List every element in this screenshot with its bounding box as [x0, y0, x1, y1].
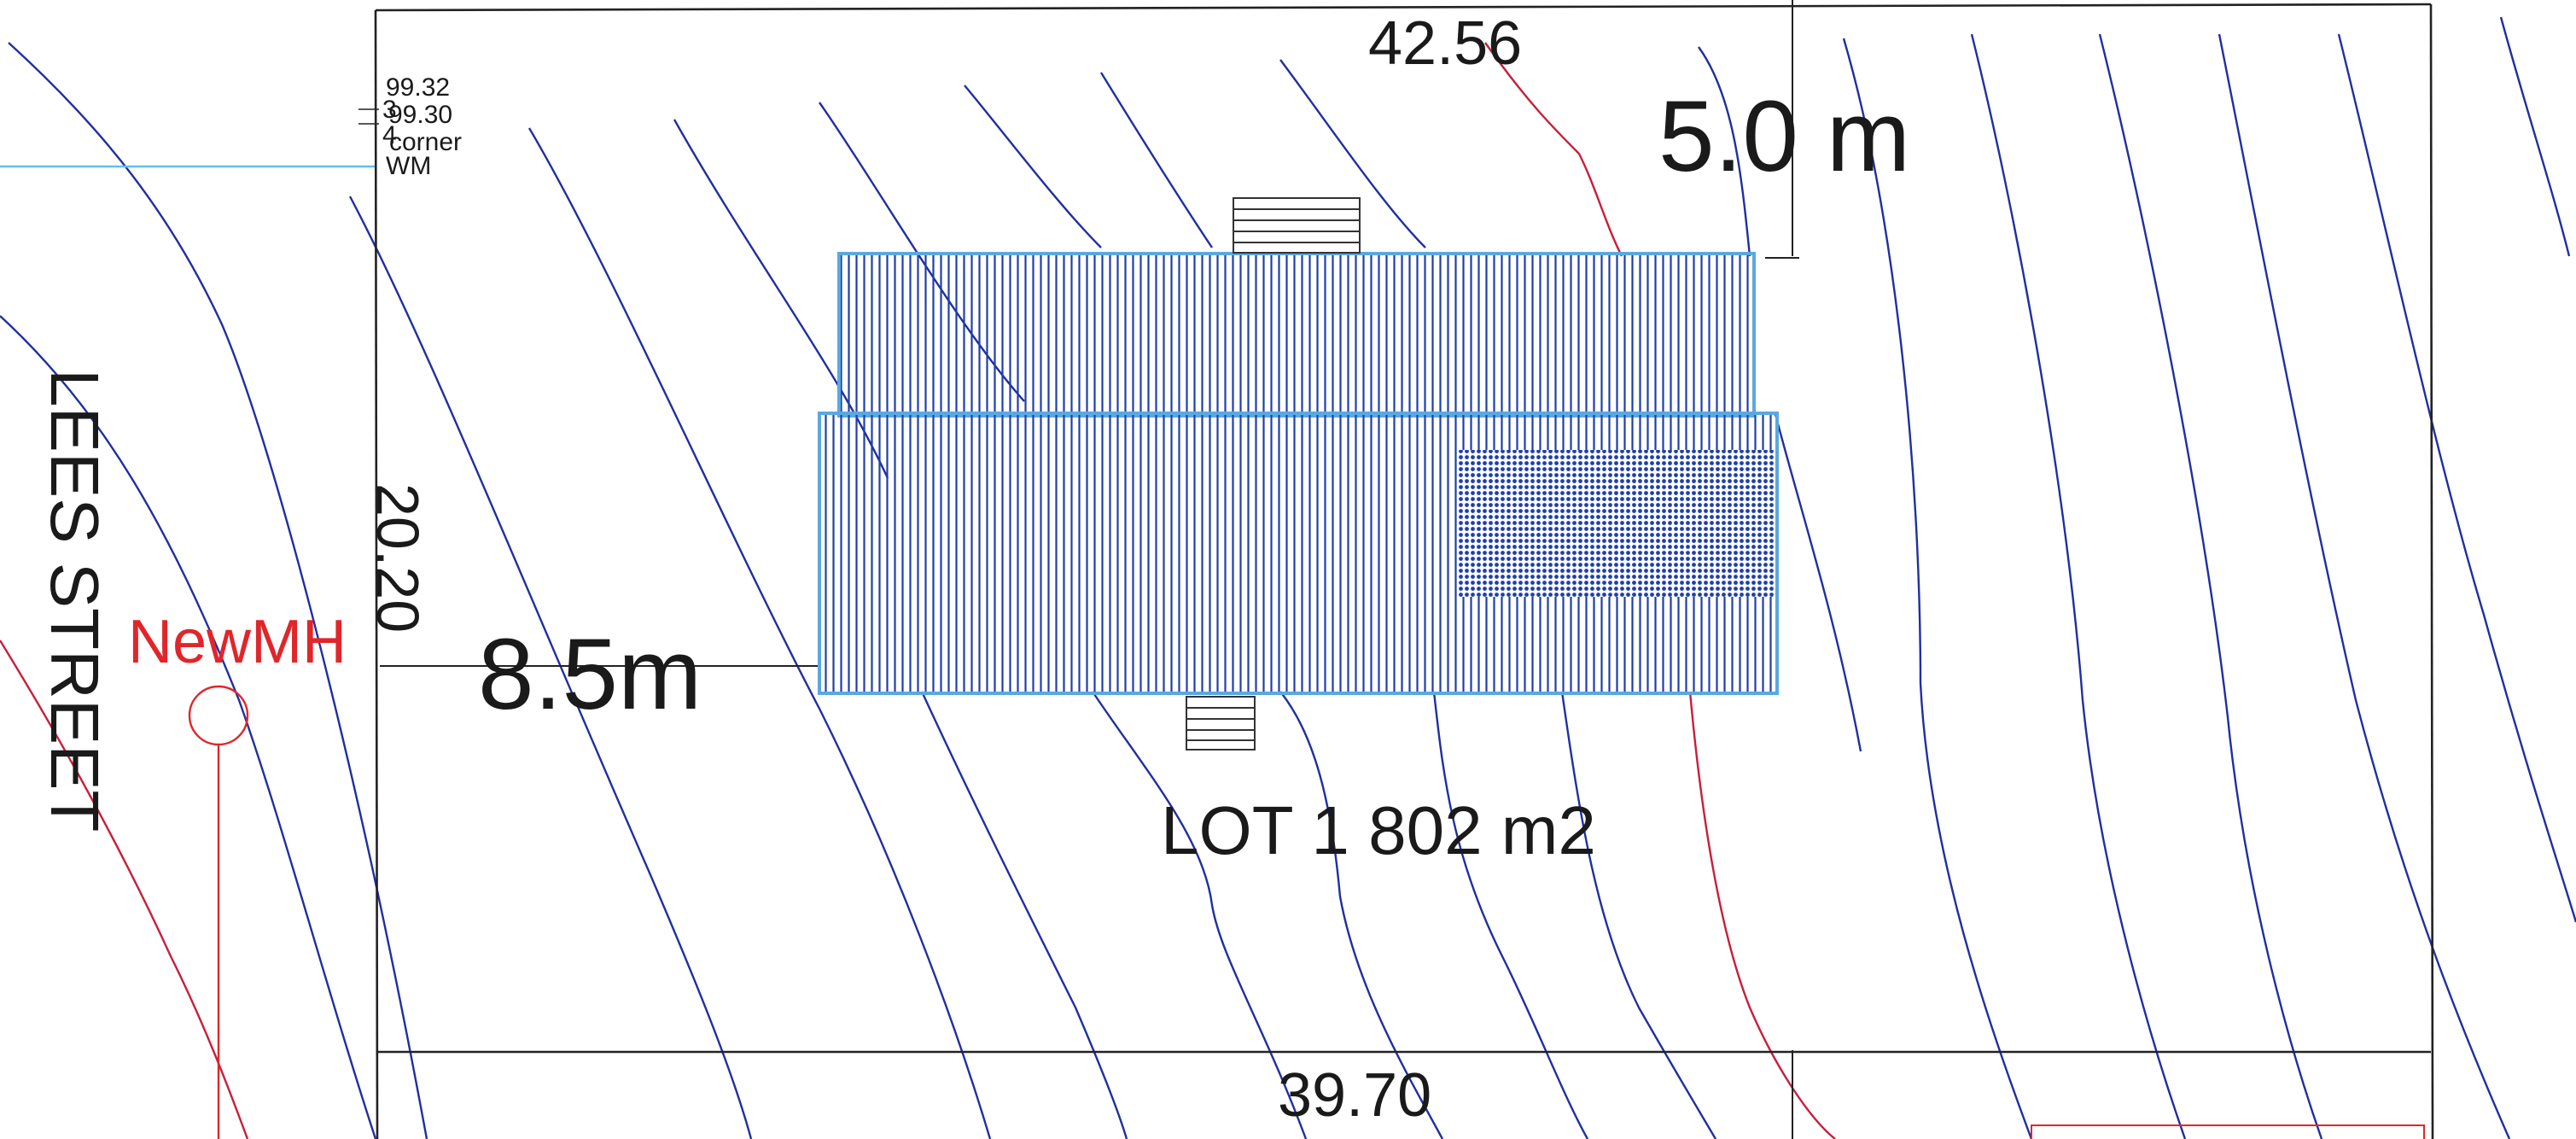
steps-bottom [1186, 696, 1256, 751]
contour-line [1698, 46, 1751, 257]
manhole-circle [188, 685, 249, 746]
contour-line [1774, 413, 1862, 752]
contour-line [1560, 691, 1717, 1139]
boundary-bottom-label: 39.70 [1278, 1061, 1431, 1130]
setback-top-label: 5.0 m [1658, 80, 1910, 193]
survey-marks: 99.32 3 99.30 4 corner WM [358, 73, 462, 180]
street-name: LEES STREET [37, 369, 113, 832]
survey-fragment: 3 [382, 96, 397, 124]
lot-boundary [374, 0, 2434, 1139]
contour-line [2098, 33, 2323, 1139]
contour-line [1279, 691, 1444, 1139]
boundary-left-label: 20.20 [364, 483, 431, 633]
survey-level-1: 99.32 [386, 73, 450, 102]
survey-note-2: WM [386, 152, 431, 180]
survey-note: corner [389, 128, 462, 156]
contour-line [964, 85, 1102, 248]
contour-line [2218, 33, 2511, 1139]
contour-line [8, 42, 428, 1139]
contour-index-line [1484, 42, 1623, 257]
contour-line [1842, 38, 2033, 1139]
contour-line [527, 127, 992, 1139]
setback-front-label: 8.5m [478, 618, 702, 731]
survey-level-2: 99.30 [388, 101, 452, 129]
boundary-top-label: 42.56 [1368, 9, 1522, 78]
contour-line [1099, 72, 1213, 248]
contour-line [0, 315, 377, 1139]
steps-top [1233, 197, 1361, 254]
contour-line [1092, 691, 1308, 1139]
contour-line [2337, 33, 2576, 923]
manhole-label: NewMH [128, 608, 347, 676]
building-footprint [818, 252, 1779, 695]
contour-line [1279, 59, 1426, 248]
survey-fragment-2: 4 [382, 121, 397, 149]
contour-index-line [1688, 691, 1836, 1139]
contour-lines [0, 16, 2576, 1139]
manhole [188, 685, 249, 1139]
contour-line [920, 691, 1128, 1139]
building-dotted-area [1458, 450, 1774, 597]
lot-label: LOT 1 802 m2 [1161, 792, 1596, 868]
contour-line [348, 196, 753, 1139]
neighbour-outline [2031, 1124, 2425, 1139]
contour-line [1432, 691, 1589, 1139]
contour-line [1970, 33, 2187, 1139]
contour-line [2499, 16, 2571, 257]
building-upper-wing [837, 252, 1756, 418]
contour-index-line [0, 640, 249, 1139]
